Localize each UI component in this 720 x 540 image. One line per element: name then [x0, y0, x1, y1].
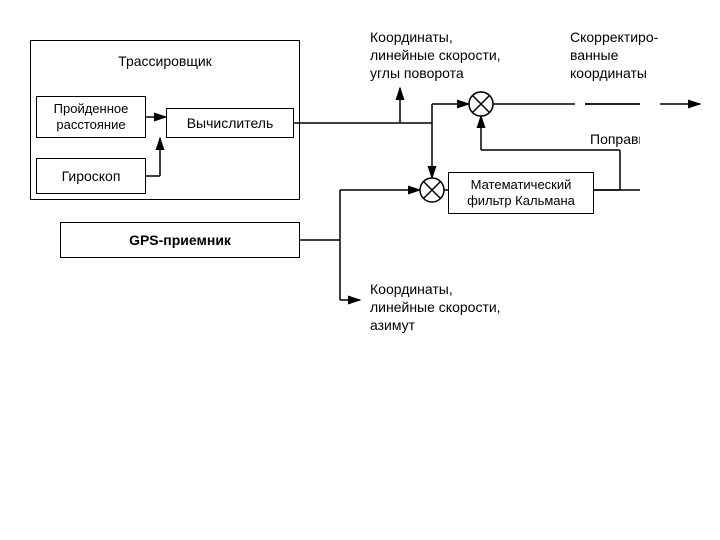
- gps-label: GPS-приемник: [129, 232, 231, 248]
- kalman-box: Математический фильтр Кальмана: [448, 172, 594, 214]
- correction-label: Поправка: [590, 130, 653, 148]
- tracer-label: Трассировщик: [118, 53, 212, 69]
- corrected-label: Скорректиро- ванные координаты: [570, 28, 658, 83]
- distance-label: Пройденное расстояние: [54, 101, 129, 132]
- gyro-label: Гироскоп: [62, 168, 121, 184]
- coords-out-label: Координаты, линейные скорости, углы пово…: [370, 28, 501, 83]
- gps-out-label: Координаты, линейные скорости, азимут: [370, 280, 501, 335]
- calculator-label: Вычислитель: [187, 115, 274, 131]
- gps-box: GPS-приемник: [60, 222, 300, 258]
- calculator-box: Вычислитель: [166, 108, 294, 138]
- kalman-label: Математический фильтр Кальмана: [467, 177, 575, 208]
- gyro-box: Гироскоп: [36, 158, 146, 194]
- distance-box: Пройденное расстояние: [36, 96, 146, 138]
